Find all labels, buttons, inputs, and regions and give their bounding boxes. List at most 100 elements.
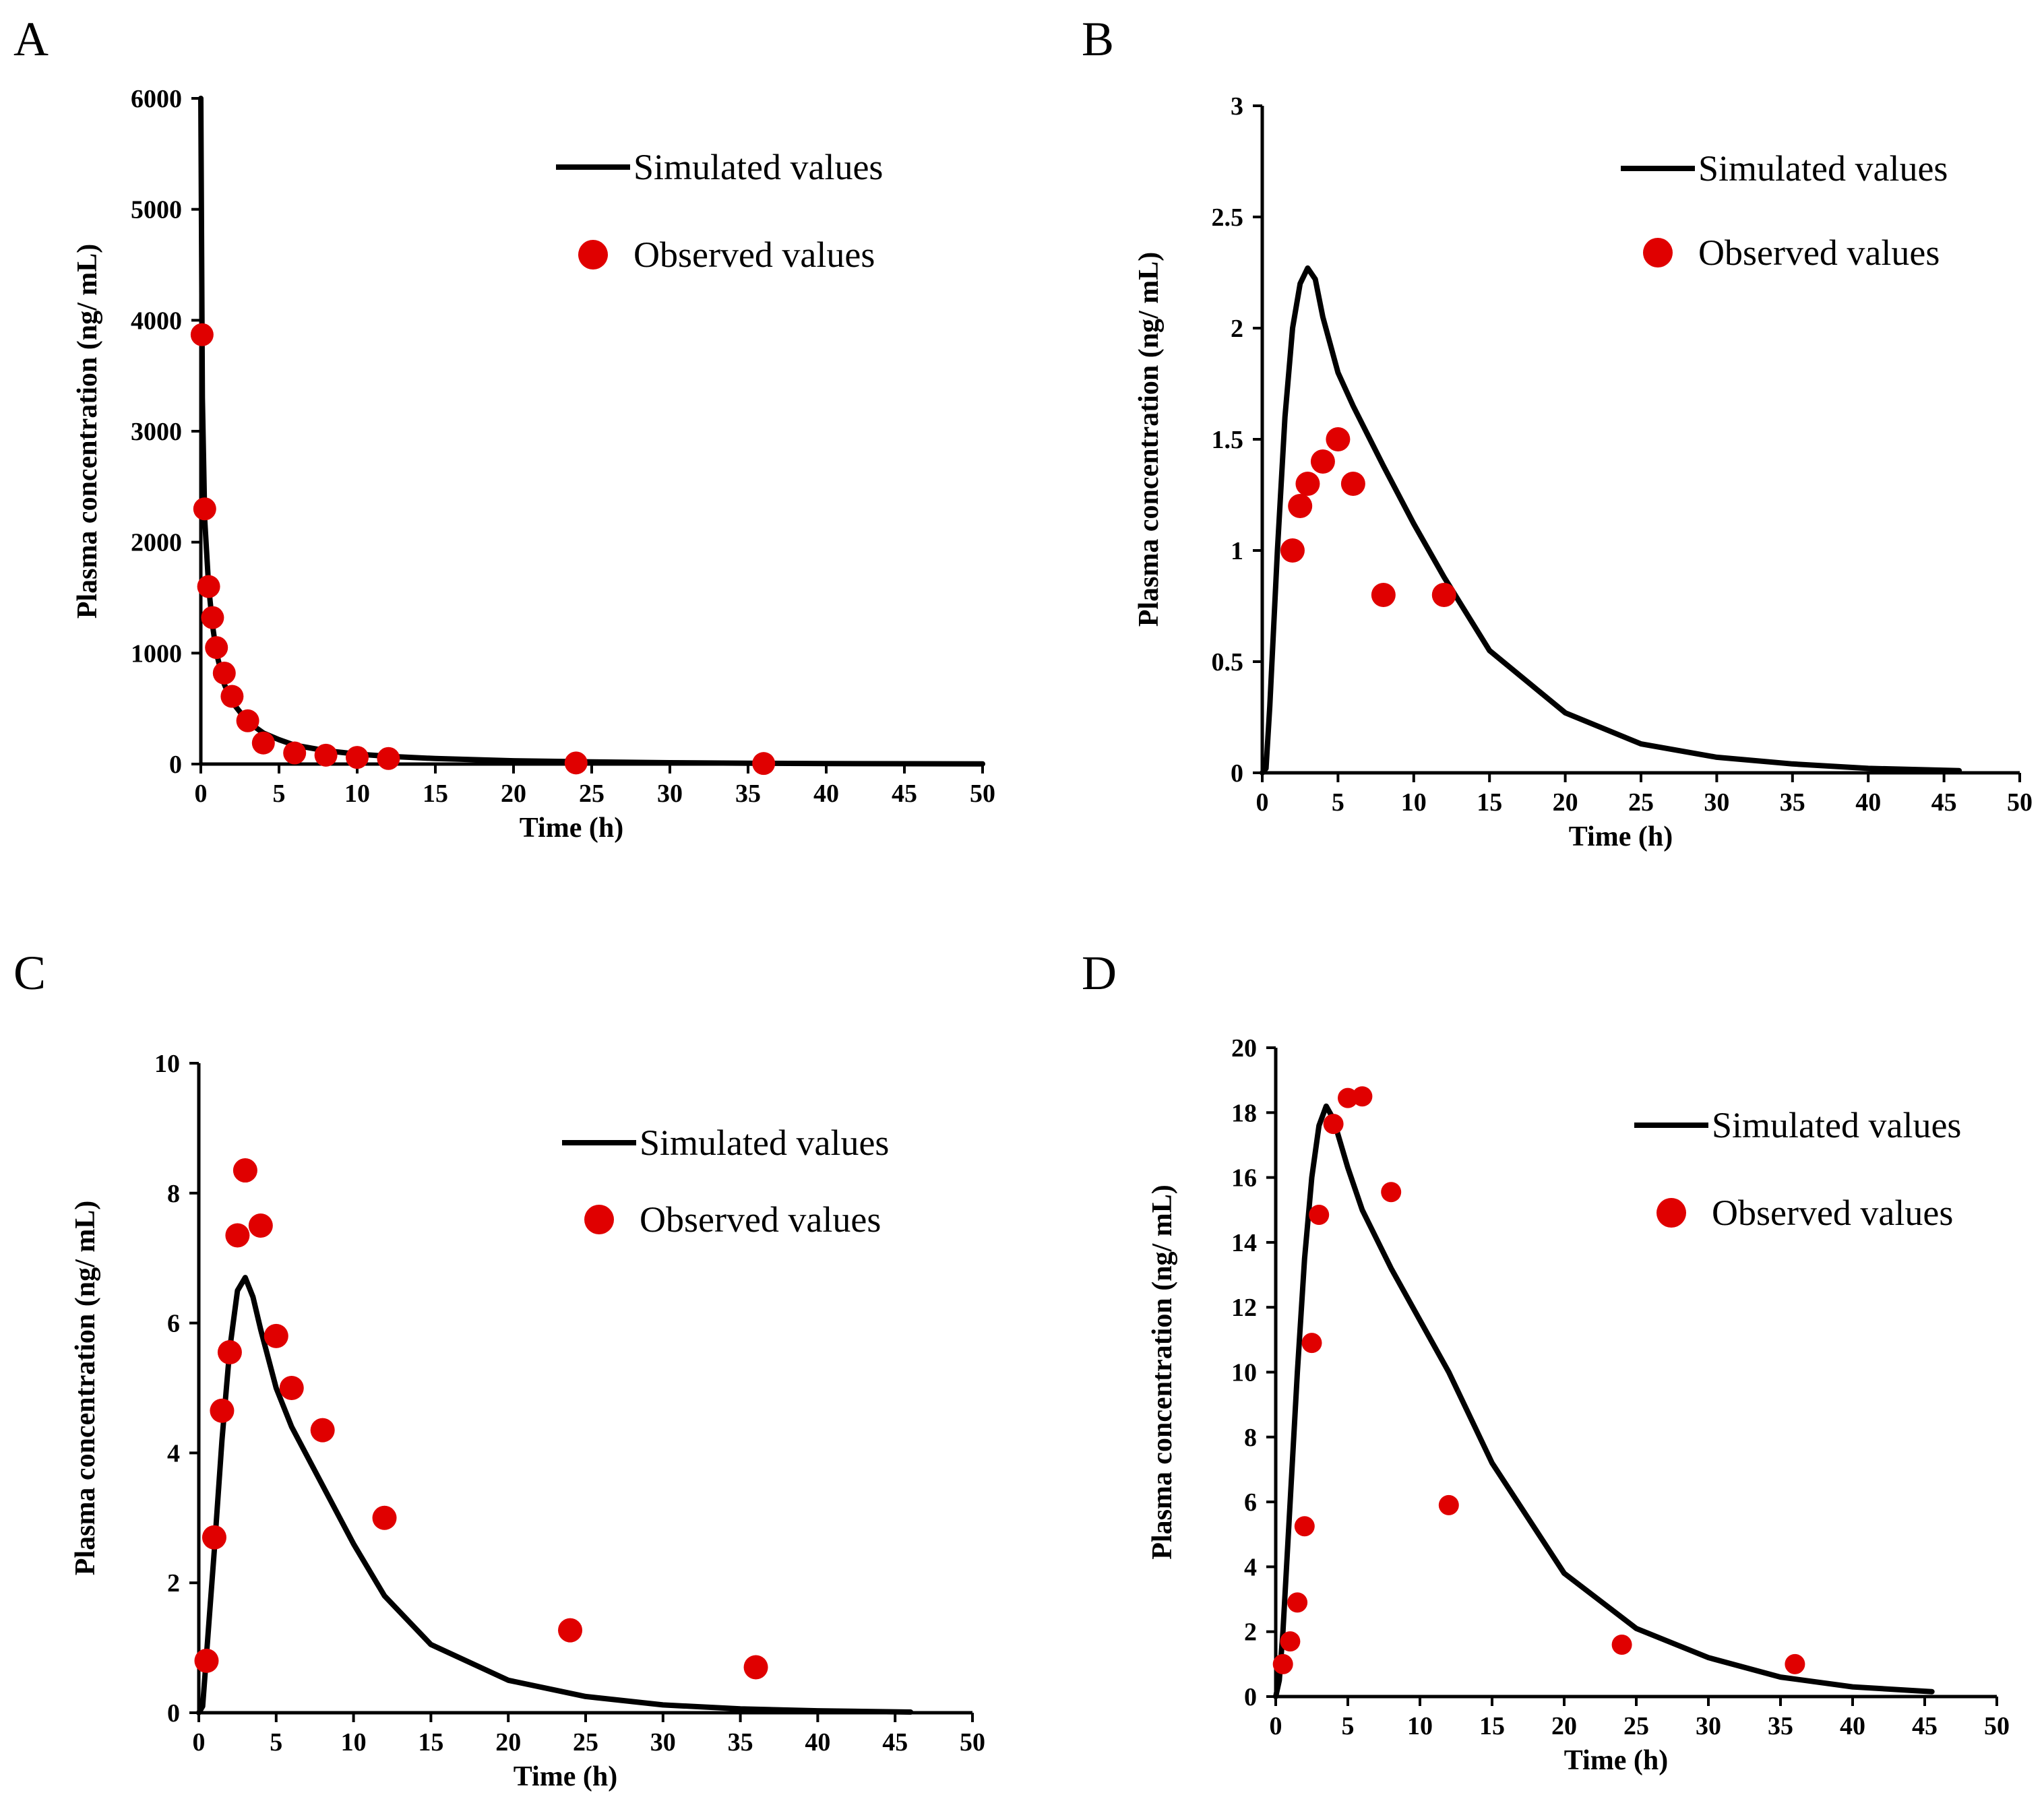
y-tick-label: 6 bbox=[1244, 1488, 1257, 1517]
y-axis-title: Plasma concentration (ng/ mL) bbox=[1134, 252, 1165, 627]
legend-observed-label: Observed values bbox=[633, 234, 875, 275]
observed-point bbox=[202, 1525, 226, 1550]
observed-point bbox=[1381, 1182, 1402, 1203]
y-tick-label: 0 bbox=[1244, 1683, 1257, 1711]
x-tick-label: 50 bbox=[970, 780, 995, 808]
observed-point bbox=[283, 741, 307, 765]
observed-point bbox=[1326, 427, 1351, 451]
observed-point bbox=[1294, 1516, 1315, 1537]
x-tick-label: 20 bbox=[501, 780, 526, 808]
y-tick-label: 3000 bbox=[131, 418, 182, 446]
y-tick-label: 1000 bbox=[131, 639, 182, 668]
observed-point bbox=[1323, 1114, 1344, 1135]
legend-simulated-label: Simulated values bbox=[633, 147, 883, 187]
x-tick-label: 0 bbox=[195, 780, 208, 808]
observed-point bbox=[205, 636, 228, 660]
legend-observed-label: Observed values bbox=[640, 1199, 881, 1240]
x-axis-title: Time (h) bbox=[514, 1761, 617, 1792]
observed-point bbox=[212, 661, 236, 685]
x-tick-label: 5 bbox=[1332, 788, 1344, 817]
y-tick-label: 10 bbox=[154, 1050, 180, 1078]
observed-point bbox=[1287, 1592, 1308, 1613]
x-tick-label: 15 bbox=[423, 780, 448, 808]
y-axis-title: Plasma concentration (ng/ mL) bbox=[72, 244, 103, 619]
y-tick-label: 14 bbox=[1231, 1229, 1257, 1257]
chart-panel-a: A 0 1000 2000 3000 4000 5000 6000 0 5 10 15 20 25 30 35… bbox=[13, 12, 995, 844]
x-tick-label: 40 bbox=[1840, 1712, 1865, 1740]
x-axis-title: Time (h) bbox=[520, 813, 623, 844]
x-tick-label: 15 bbox=[418, 1728, 443, 1757]
y-tick-label: 8 bbox=[167, 1180, 180, 1208]
legend-dot-marker bbox=[584, 1205, 614, 1234]
y-tick-label: 0 bbox=[167, 1699, 180, 1728]
x-tick-label: 10 bbox=[341, 1728, 367, 1757]
x-tick-label: 40 bbox=[1855, 788, 1881, 817]
observed-point bbox=[1438, 1494, 1459, 1515]
y-tick-label: 2 bbox=[167, 1569, 180, 1598]
x-tick-label: 25 bbox=[573, 1728, 598, 1757]
x-axis-title: Time (h) bbox=[1564, 1745, 1668, 1776]
x-tick-label: 25 bbox=[1623, 1712, 1649, 1740]
x-tick-label: 35 bbox=[728, 1728, 753, 1757]
x-tick-label: 20 bbox=[1551, 1712, 1577, 1740]
x-tick-label: 5 bbox=[1342, 1712, 1355, 1740]
y-tick-label: 6000 bbox=[131, 85, 182, 113]
y-tick-label: 5000 bbox=[131, 196, 182, 224]
legend-dot-marker bbox=[1643, 238, 1673, 267]
y-tick-label: 10 bbox=[1231, 1359, 1257, 1387]
observed-point bbox=[743, 1655, 768, 1680]
y-axis-title: Plasma concentration (ng/ mL) bbox=[70, 1201, 101, 1575]
x-tick-label: 5 bbox=[273, 780, 286, 808]
x-tick-label: 10 bbox=[1407, 1712, 1433, 1740]
observed-point bbox=[197, 575, 220, 598]
y-tick-label: 16 bbox=[1231, 1164, 1257, 1193]
x-tick-label: 25 bbox=[579, 780, 605, 808]
observed-point bbox=[236, 709, 259, 732]
observed-point bbox=[1280, 1631, 1301, 1652]
x-tick-label: 40 bbox=[805, 1728, 830, 1757]
x-tick-label: 45 bbox=[1931, 788, 1957, 817]
observed-point bbox=[1352, 1086, 1373, 1107]
legend-simulated-label: Simulated values bbox=[1712, 1105, 1961, 1145]
observed-point bbox=[251, 731, 275, 755]
x-tick-label: 5 bbox=[270, 1728, 282, 1757]
x-tick-label: 0 bbox=[1270, 1712, 1282, 1740]
y-tick-label: 1.5 bbox=[1212, 426, 1244, 454]
observed-point bbox=[220, 685, 244, 708]
simulated-line bbox=[196, 1275, 914, 1715]
legend-observed-label: Observed values bbox=[1698, 232, 1940, 273]
observed-point bbox=[1371, 583, 1396, 607]
x-tick-label: 35 bbox=[735, 780, 761, 808]
observed-point bbox=[1280, 538, 1305, 563]
x-axis-title: Time (h) bbox=[1569, 821, 1673, 852]
y-tick-label: 8 bbox=[1244, 1424, 1257, 1452]
x-tick-label: 20 bbox=[495, 1728, 521, 1757]
observed-point bbox=[564, 751, 588, 775]
y-tick-label: 2 bbox=[1244, 1618, 1257, 1647]
observed-point bbox=[1340, 472, 1365, 496]
y-tick-label: 12 bbox=[1231, 1294, 1257, 1322]
x-tick-label: 35 bbox=[1768, 1712, 1793, 1740]
observed-point bbox=[201, 606, 224, 629]
legend-dot-marker bbox=[578, 240, 608, 270]
observed-point bbox=[279, 1376, 304, 1400]
legend-dot-marker bbox=[1656, 1198, 1686, 1228]
x-tick-label: 45 bbox=[1912, 1712, 1938, 1740]
x-tick-label: 50 bbox=[1984, 1712, 2010, 1740]
observed-point bbox=[377, 747, 400, 770]
x-tick-label: 20 bbox=[1553, 788, 1578, 817]
y-tick-label: 0 bbox=[169, 751, 182, 779]
observed-point bbox=[264, 1323, 288, 1348]
x-tick-label: 35 bbox=[1780, 788, 1805, 817]
observed-point bbox=[1295, 472, 1320, 496]
chart-panel-d: D 0 2 4 6 8 10 12 14 16 18 20 0 5 10 15 20 25 30 35 40 45 50 Ti… bbox=[1082, 946, 2010, 1776]
observed-point bbox=[1288, 494, 1313, 518]
x-tick-label: 15 bbox=[1477, 788, 1502, 817]
y-tick-label: 2 bbox=[1231, 315, 1243, 343]
x-tick-label: 45 bbox=[892, 780, 917, 808]
legend-observed-label: Observed values bbox=[1712, 1193, 1953, 1233]
observed-point bbox=[1272, 1653, 1293, 1674]
x-tick-label: 50 bbox=[960, 1728, 985, 1757]
x-tick-label: 30 bbox=[657, 780, 683, 808]
